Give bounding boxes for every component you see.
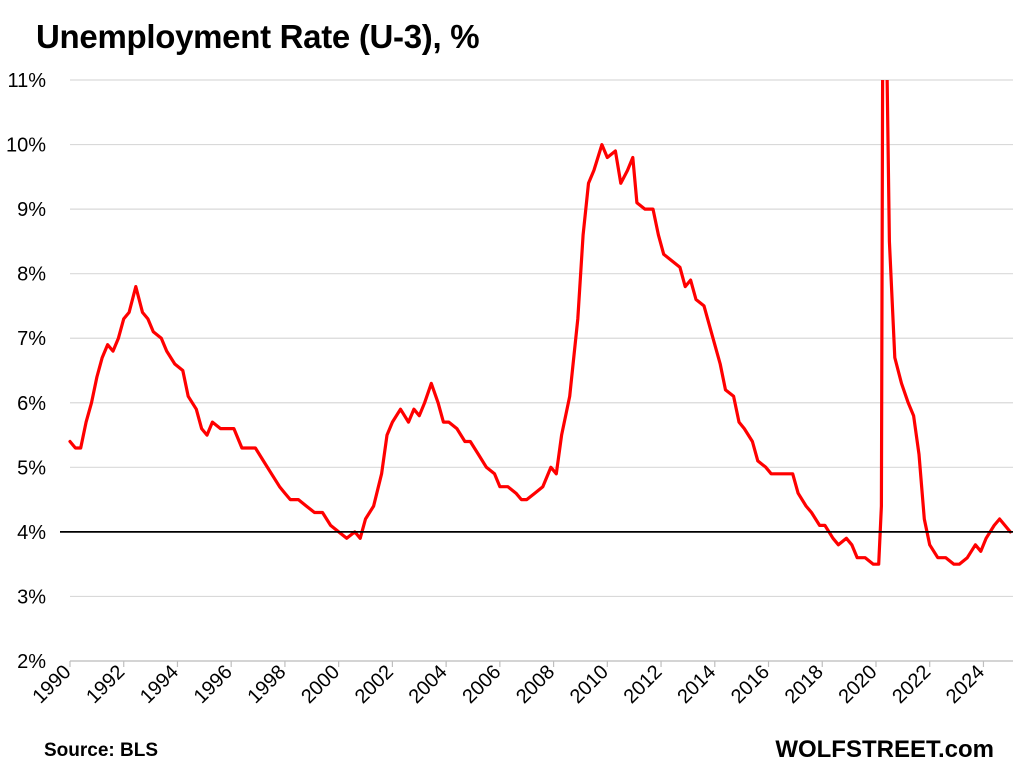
- y-tick-label: 2%: [17, 651, 46, 673]
- x-tick-label: 2016: [727, 661, 774, 708]
- x-tick-label: 1996: [190, 661, 237, 708]
- x-tick-label: 2012: [620, 661, 667, 708]
- x-tick-label: 2004: [405, 661, 452, 708]
- x-tick-label: 2010: [566, 661, 613, 708]
- source-note: Source: BLS: [44, 740, 159, 761]
- series-layer: [68, 80, 1012, 566]
- y-tick-label: 5%: [17, 457, 46, 479]
- y-tick-label: 8%: [17, 264, 46, 286]
- x-tick-label: 2008: [512, 661, 559, 708]
- x-tick-label: 2002: [351, 661, 398, 708]
- x-tick-label: 2018: [781, 661, 828, 708]
- x-tick-label: 2022: [888, 661, 935, 708]
- x-tick-label: 2006: [458, 661, 505, 708]
- x-tick-label: 2020: [834, 661, 881, 708]
- x-tick-label: 2024: [942, 661, 989, 708]
- x-tick-label: 2000: [297, 661, 344, 708]
- chart-title: Unemployment Rate (U-3), %: [36, 18, 480, 55]
- unemployment-rate-line: [68, 80, 1012, 566]
- y-tick-label: 3%: [17, 586, 46, 608]
- y-tick-label: 6%: [17, 393, 46, 415]
- x-axis: 1990 1992 1994 1996 1998 2000 2002 2004 2006 2008…: [29, 660, 1013, 708]
- x-tick-label: 2014: [673, 661, 720, 708]
- brand-watermark: WOLFSTREET.com: [775, 736, 994, 763]
- y-tick-label: 10%: [6, 135, 46, 157]
- y-tick-label: 7%: [17, 328, 46, 350]
- y-axis-tick-labels: 2% 3% 4% 5% 6% 7% 8% 9% 10% 11%: [6, 70, 46, 673]
- y-tick-label: 4%: [17, 522, 46, 544]
- x-tick-label: 1992: [82, 661, 129, 708]
- y-tick-label: 11%: [7, 70, 46, 92]
- gridlines: [70, 79, 1013, 662]
- x-tick-label: 1998: [243, 661, 290, 708]
- y-tick-label: 9%: [17, 199, 46, 221]
- x-tick-label: 1994: [136, 661, 183, 708]
